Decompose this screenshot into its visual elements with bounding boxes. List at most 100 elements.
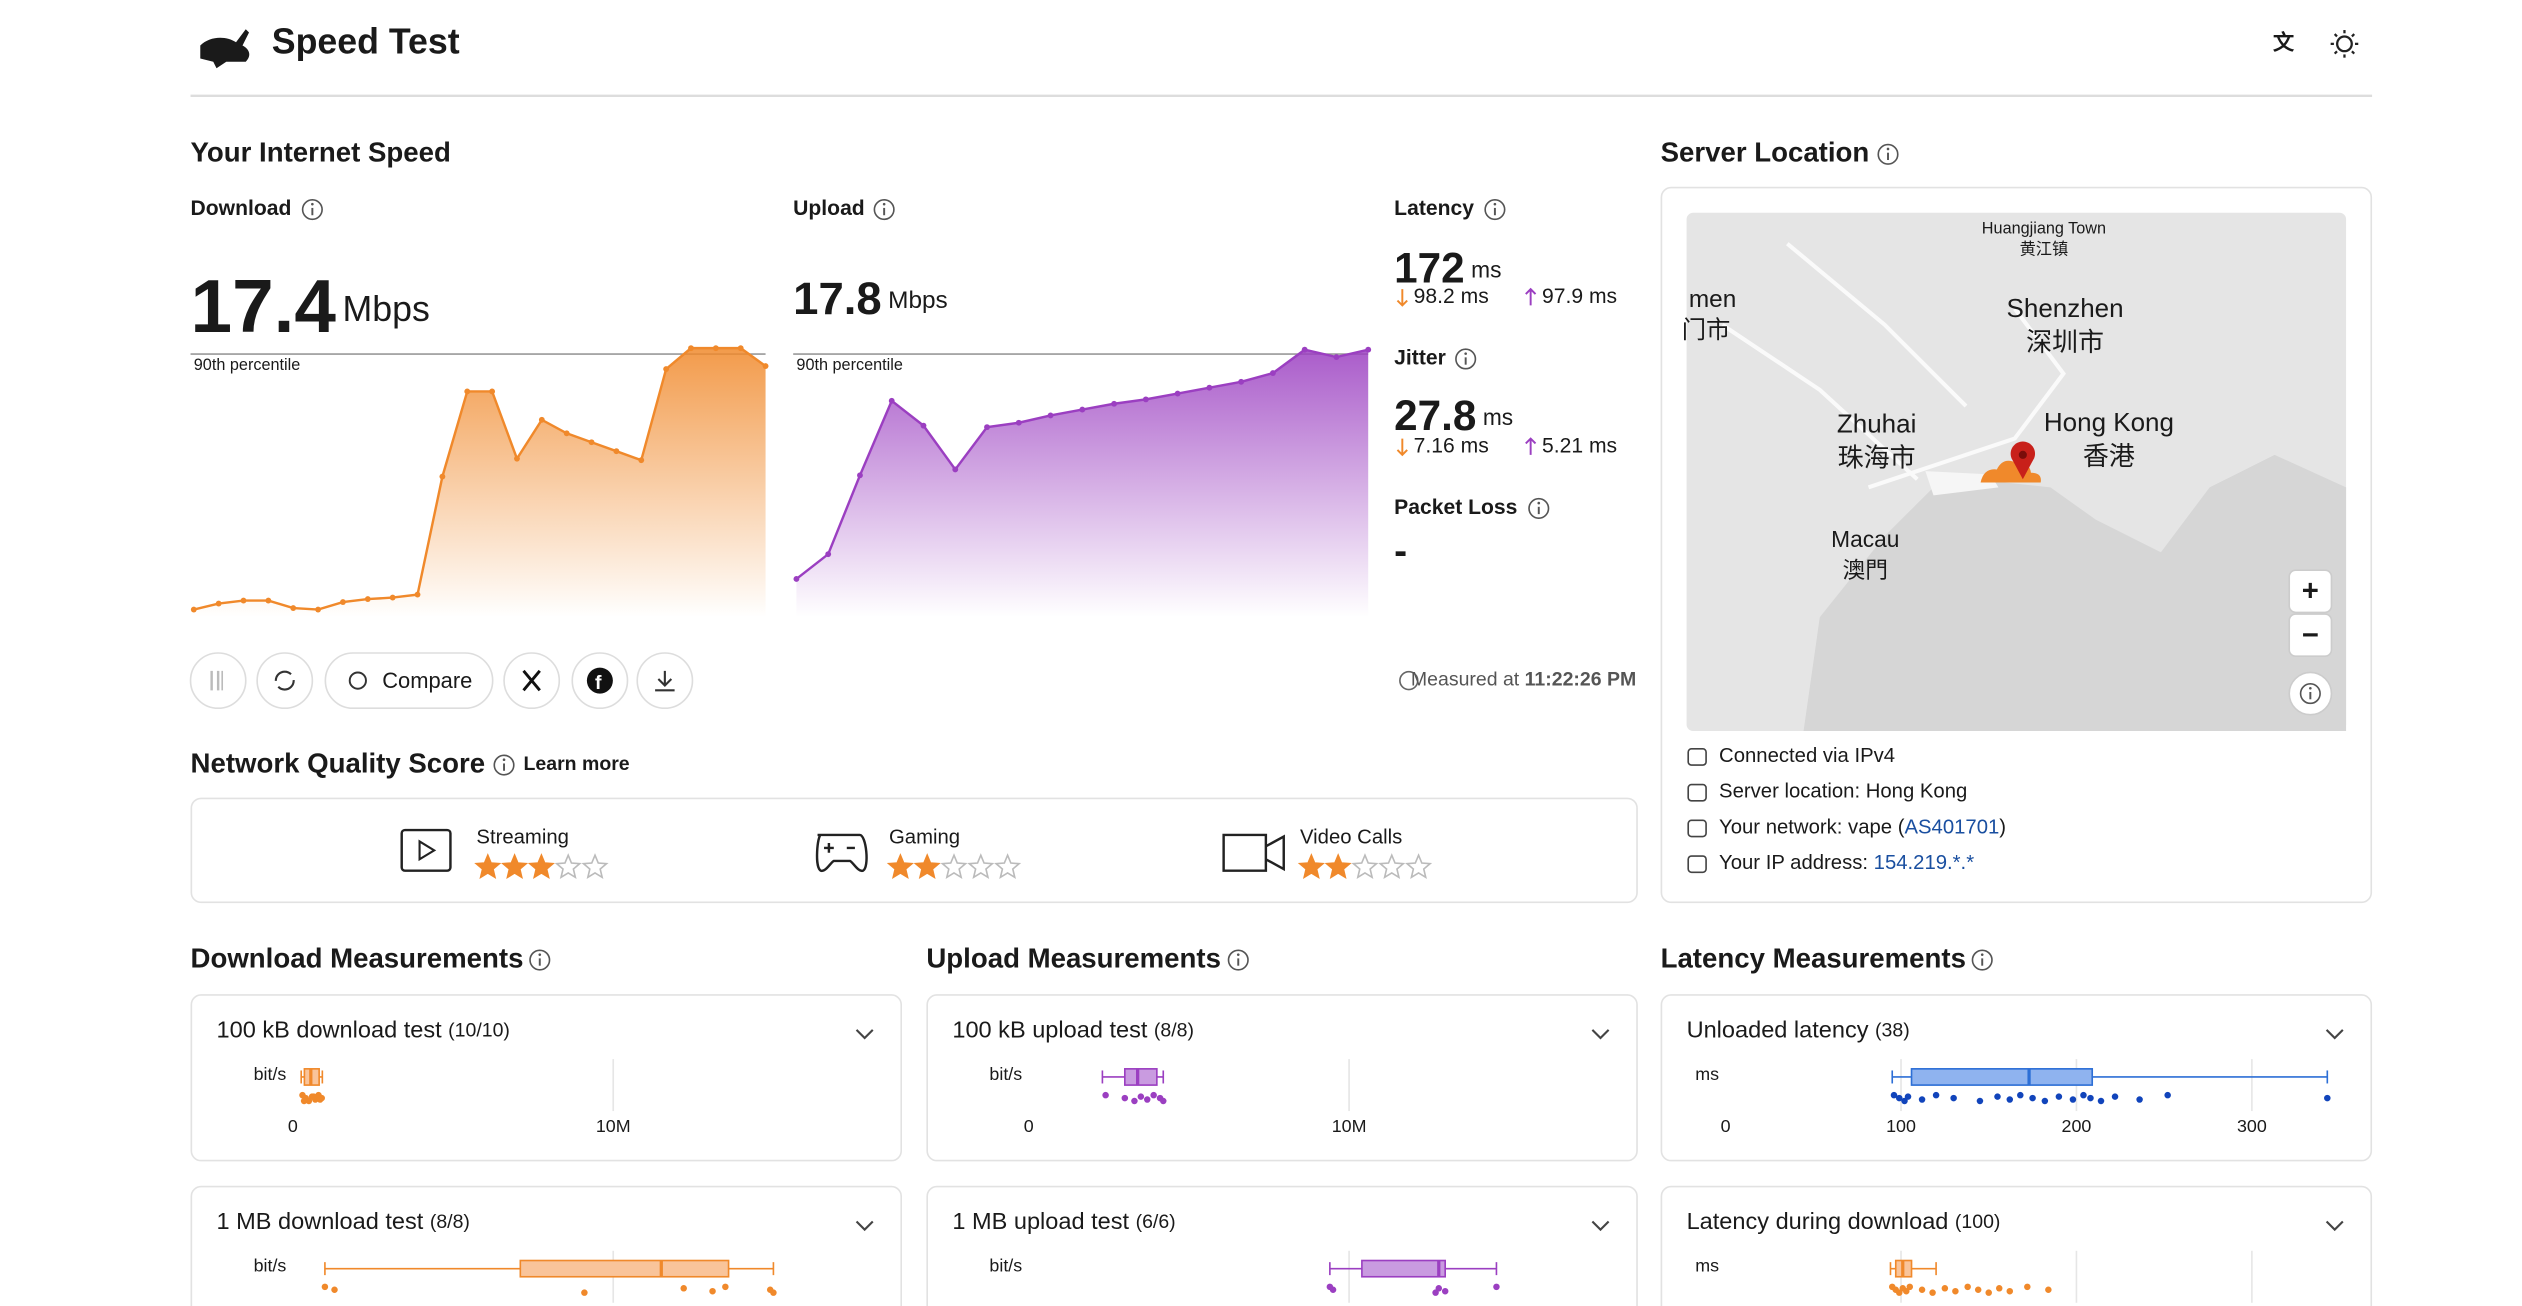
quality-name: Video Calls — [1300, 827, 1402, 849]
measurement-title-part: 1 MB download test — [217, 1208, 424, 1234]
facebook-glyph — [586, 667, 613, 694]
speed-point — [638, 457, 645, 464]
expand-chevron[interactable] — [855, 1029, 874, 1040]
speed-point — [265, 597, 272, 604]
theme-toggle[interactable] — [2330, 30, 2359, 58]
sample-point — [1493, 1283, 1500, 1291]
metric-label: Packet Loss — [1394, 496, 1517, 519]
x-tick-label: 10M — [1332, 1116, 1367, 1136]
measurement-title: 1 MB upload test (6/6) — [952, 1208, 1175, 1234]
compare-glyph — [348, 671, 367, 690]
expand-chevron[interactable] — [1591, 1220, 1610, 1232]
jitter-value-part: ms — [1483, 404, 1513, 430]
info-icon[interactable] — [1227, 949, 1249, 971]
jitter-down: 7.16 ms — [1414, 434, 1489, 457]
info-icon-ring — [1227, 949, 1249, 971]
info-icon[interactable] — [873, 198, 895, 221]
compare-label[interactable]: Compare — [382, 668, 472, 693]
sample-point — [2045, 1286, 2052, 1294]
sample-point — [2017, 1091, 2024, 1099]
sample-point — [1903, 1287, 1910, 1295]
sample-point — [1985, 1289, 1992, 1296]
sample-point — [2006, 1287, 2014, 1295]
speed-point — [825, 551, 832, 558]
play — [418, 839, 437, 862]
sample-point — [680, 1285, 687, 1292]
arrow-icon — [1396, 289, 1408, 307]
expand-chevron[interactable] — [855, 1220, 874, 1232]
speed-point — [793, 576, 800, 582]
sample-point — [1906, 1283, 1914, 1291]
translate-glyph: 文 — [2273, 29, 2295, 54]
measured-at: Measured at 11:22:26 PM — [1411, 669, 1636, 691]
info-icon[interactable] — [1528, 497, 1550, 519]
speed-point — [888, 397, 895, 404]
arrow-icon — [1525, 437, 1537, 455]
measurement-title: Latency during download (100) — [1687, 1208, 2001, 1234]
x-glyph — [522, 669, 541, 692]
sample-point — [1160, 1097, 1167, 1105]
zoom-button[interactable] — [2288, 569, 2333, 614]
map-label: Shenzhen — [2007, 293, 2124, 323]
zoom-button[interactable] — [2288, 613, 2333, 658]
compare-button[interactable] — [324, 652, 494, 710]
expand-chevron[interactable] — [1591, 1029, 1610, 1040]
server-info-icon — [1687, 819, 1707, 838]
section-title: Download Measurements — [191, 942, 524, 973]
metric-value-part: 17.4 — [191, 264, 337, 348]
star-filled — [1324, 853, 1352, 880]
percentile-label: 90th percentile — [796, 356, 903, 374]
x-tick-label: 0 — [288, 1116, 298, 1136]
sample-point — [1890, 1091, 1898, 1099]
measurement-title-part: (10/10) — [448, 1020, 510, 1042]
measurement-card — [926, 994, 1638, 1162]
sun-ray — [2333, 33, 2338, 38]
x-tick-label: 10M — [596, 1116, 631, 1136]
star-filled — [913, 853, 941, 880]
map-label: 澳門 — [1843, 557, 1888, 583]
translate-icon[interactable]: 文 — [2273, 29, 2295, 54]
jitter-value: 27.8 ms — [1394, 392, 1513, 439]
server-info: Your IP address: 154.219.*.* — [1719, 853, 1974, 875]
info-icon[interactable] — [301, 198, 323, 221]
info-icon[interactable] — [1484, 198, 1506, 221]
sample-point — [1995, 1285, 2003, 1292]
measurement-title: 100 kB download test (10/10) — [217, 1017, 510, 1043]
sample-point — [310, 1093, 317, 1100]
speed-point — [563, 430, 570, 437]
info-icon[interactable] — [2299, 683, 2321, 705]
retry-button[interactable] — [256, 652, 314, 710]
latency-down: 98.2 ms — [1414, 285, 1489, 308]
server-info-part: Connected via IPv4 — [1719, 745, 1895, 767]
info-icon-ring — [1528, 497, 1550, 519]
map-label: 深圳市 — [2026, 327, 2104, 357]
sample-point — [321, 1283, 329, 1291]
expand-chevron[interactable] — [2325, 1029, 2344, 1040]
expand-chevron[interactable] — [2325, 1220, 2344, 1232]
metric-value-part: 17.8 — [793, 273, 882, 324]
speed-point — [439, 473, 446, 480]
x-tick-label: 300 — [2237, 1116, 2267, 1136]
latency-value-part: 172 — [1394, 244, 1464, 291]
gamepad — [815, 833, 868, 872]
measurement-title-part: (100) — [1955, 1211, 2001, 1233]
info-icon-dot — [502, 758, 506, 762]
info-icon[interactable] — [1877, 143, 1899, 165]
info-icon[interactable] — [1455, 348, 1477, 370]
info-icon[interactable] — [493, 754, 515, 776]
metric-value: 17.8 Mbps — [793, 273, 948, 324]
server-info-icon — [1687, 748, 1707, 766]
arrow-icon — [1396, 438, 1408, 457]
sample-point — [1994, 1093, 2001, 1100]
metric-label: Download — [191, 197, 292, 220]
map-label: 黄江镇 — [2020, 240, 2069, 258]
sample-point — [1950, 1094, 1957, 1102]
camera — [1222, 833, 1285, 872]
speed-point — [340, 599, 346, 605]
section-title: Your Internet Speed — [191, 137, 451, 168]
unit-label: bit/s — [254, 1064, 287, 1084]
learn-more-link[interactable]: Learn more — [524, 753, 630, 775]
info-icon[interactable] — [1971, 949, 1993, 971]
unit-label: bit/s — [989, 1064, 1022, 1084]
info-icon[interactable] — [529, 949, 551, 971]
